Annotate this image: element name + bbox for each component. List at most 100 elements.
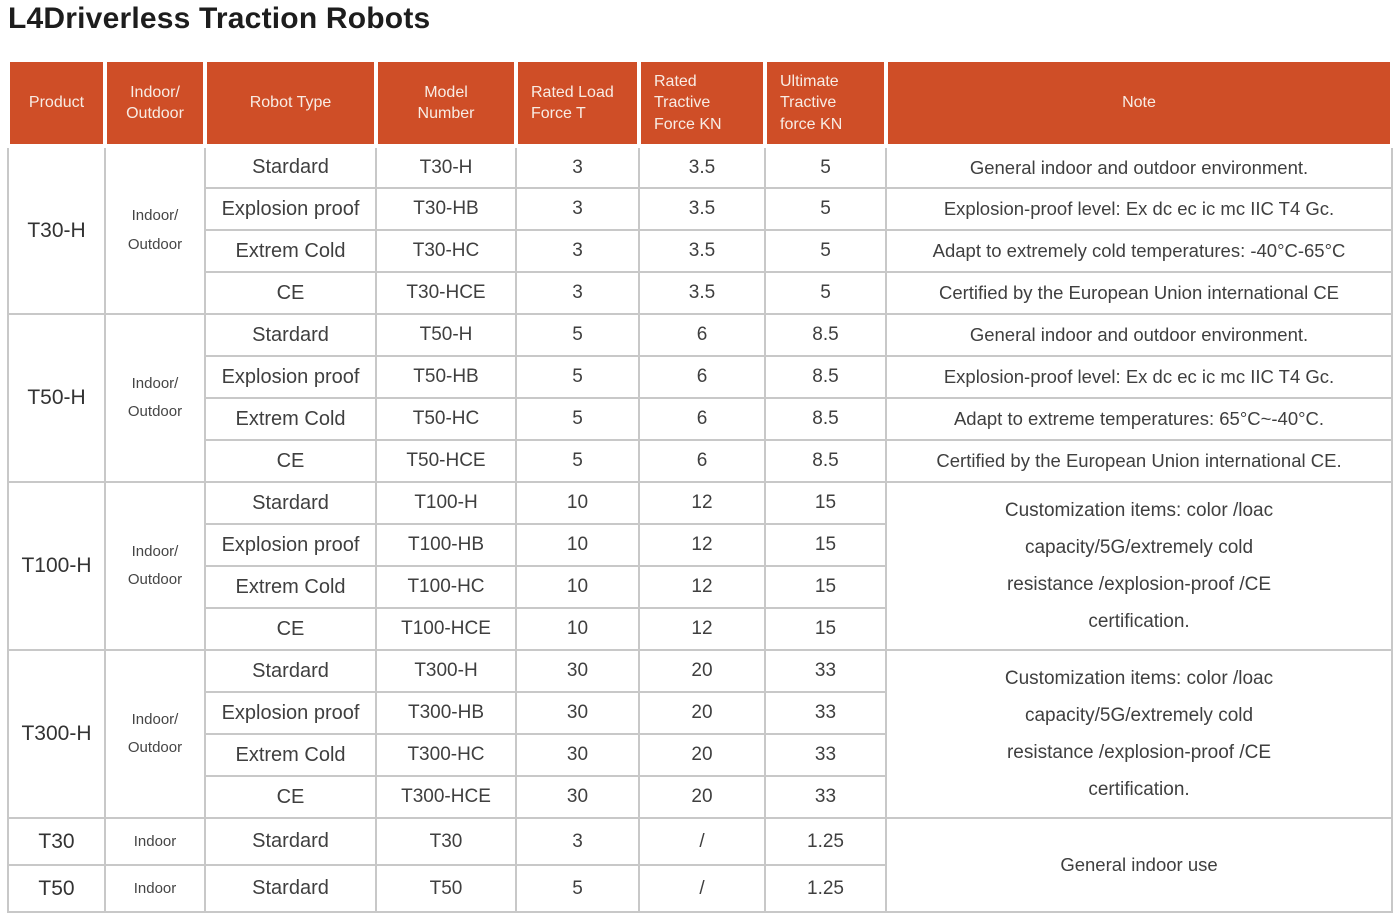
table-row: Extrem Cold T300-HC 30 20 33	[8, 733, 1392, 777]
note-cell: Adapt to extremely cold temperatures: -4…	[885, 229, 1393, 273]
table-row: Explosion proof T30-HB 3 3.5 5 Explosion…	[8, 187, 1393, 231]
robot-type-cell: CE	[204, 607, 377, 651]
robot-type-cell: Stardard	[204, 649, 377, 693]
product-cell: T300-H	[7, 649, 106, 819]
rated-tractive-cell: 12	[638, 607, 766, 651]
table-row: Extrem Cold T100-HC 10 12 15	[8, 565, 1392, 609]
col-header-indoor-outdoor: Indoor/ Outdoor	[103, 58, 207, 148]
rated-load-cell: 3	[515, 229, 640, 273]
rated-load-cell: 5	[515, 355, 640, 399]
header-row: Product Indoor/ Outdoor Robot Type Model…	[6, 58, 1394, 148]
product-cell: T30	[7, 817, 106, 866]
robot-type-cell: CE	[204, 775, 377, 819]
rated-load-cell: 3	[515, 187, 640, 231]
rated-load-cell: 3	[515, 271, 640, 315]
table-row: Extrem Cold T50-HC 5 6 8.5 Adapt to extr…	[8, 397, 1393, 441]
model-cell: T50-HC	[375, 397, 517, 441]
rated-tractive-cell: 12	[638, 481, 766, 525]
ultimate-tractive-cell: 33	[764, 733, 887, 777]
note-cell: General indoor and outdoor environment.	[885, 313, 1393, 357]
model-cell: T50-H	[375, 313, 517, 357]
rated-tractive-cell: 12	[638, 523, 766, 567]
table-row: T50 Indoor Stardard T50 5 / 1.25	[7, 864, 1392, 913]
table-row: Explosion proof T300-HB 30 20 33	[8, 691, 1392, 735]
traction-robots-spec-table: Product Indoor/ Outdoor Robot Type Model…	[6, 58, 1394, 913]
group-note-cell: Customization items: color /loac capacit…	[885, 649, 1393, 819]
ultimate-tractive-cell: 8.5	[764, 439, 887, 483]
environment-cell: Indoor/ Outdoor	[104, 145, 206, 315]
robot-type-cell: Stardard	[204, 864, 377, 913]
robot-type-cell: CE	[204, 439, 377, 483]
rated-tractive-cell: 3.5	[638, 145, 766, 189]
table-row: CE T100-HCE 10 12 15	[8, 607, 1392, 651]
ultimate-tractive-cell: 8.5	[764, 313, 887, 357]
environment-cell: Indoor/ Outdoor	[104, 313, 206, 483]
ultimate-tractive-cell: 1.25	[764, 817, 887, 866]
rated-load-cell: 3	[515, 145, 640, 189]
robot-type-cell: Stardard	[204, 313, 377, 357]
product-cell: T50	[7, 864, 106, 913]
note-cell: Certified by the European Union internat…	[885, 271, 1393, 315]
robot-type-cell: Extrem Cold	[204, 229, 377, 273]
environment-cell: Indoor	[104, 864, 206, 913]
col-header-robot-type: Robot Type	[203, 58, 378, 148]
note-cell: Certified by the European Union internat…	[885, 439, 1393, 483]
note-cell: Explosion-proof level: Ex dc ec ic mc II…	[885, 187, 1393, 231]
group-note-cell: Customization items: color /loac capacit…	[885, 481, 1393, 651]
rated-load-cell: 30	[515, 775, 640, 819]
table-row: T30-H Indoor/ Outdoor Stardard T30-H 3 3…	[7, 145, 1393, 315]
rated-tractive-cell: 3.5	[638, 271, 766, 315]
environment-cell: Indoor/ Outdoor	[104, 481, 206, 651]
environment-cell: Indoor	[104, 817, 206, 866]
rated-tractive-cell: 20	[638, 691, 766, 735]
table-row: T300-H Indoor/ Outdoor Stardard T300-H 3…	[7, 649, 1393, 819]
rated-load-cell: 3	[515, 817, 640, 866]
table-row: T30 Indoor Stardard T30 3 / 1.25 General…	[7, 817, 1393, 913]
table-row: T100-H Indoor/ Outdoor Stardard T100-H 1…	[7, 481, 1393, 651]
robot-type-cell: Explosion proof	[204, 523, 377, 567]
ultimate-tractive-cell: 8.5	[764, 397, 887, 441]
ultimate-tractive-cell: 5	[764, 271, 887, 315]
col-header-product: Product	[6, 58, 107, 148]
robot-type-cell: Explosion proof	[204, 187, 377, 231]
environment-cell: Indoor/ Outdoor	[104, 649, 206, 819]
rated-load-cell: 30	[515, 691, 640, 735]
ultimate-tractive-cell: 1.25	[764, 864, 887, 913]
page-title: L4Driverless Traction Robots	[8, 2, 431, 35]
model-cell: T50	[375, 864, 517, 913]
robot-type-cell: Extrem Cold	[204, 733, 377, 777]
rated-load-cell: 10	[515, 523, 640, 567]
rated-load-cell: 30	[515, 649, 640, 693]
model-cell: T100-HB	[375, 523, 517, 567]
table-row: CE T50-HCE 5 6 8.5 Certified by the Euro…	[8, 439, 1393, 483]
rated-load-cell: 5	[515, 397, 640, 441]
rated-load-cell: 5	[515, 439, 640, 483]
ultimate-tractive-cell: 33	[764, 775, 887, 819]
rated-tractive-cell: 20	[638, 733, 766, 777]
rated-tractive-cell: /	[638, 864, 766, 913]
rated-tractive-cell: 20	[638, 649, 766, 693]
table-row: Explosion proof T100-HB 10 12 15	[8, 523, 1392, 567]
robot-type-cell: Extrem Cold	[204, 565, 377, 609]
product-cell: T30-H	[7, 145, 106, 315]
model-cell: T100-H	[375, 481, 517, 525]
rated-tractive-cell: 6	[638, 397, 766, 441]
rated-tractive-cell: 3.5	[638, 187, 766, 231]
rated-load-cell: 10	[515, 481, 640, 525]
col-header-note: Note	[884, 58, 1394, 148]
robot-type-cell: Explosion proof	[204, 691, 377, 735]
model-cell: T100-HCE	[375, 607, 517, 651]
rated-tractive-cell: 6	[638, 355, 766, 399]
note-cell: Adapt to extreme temperatures: 65°C~-40°…	[885, 397, 1393, 441]
table-row: CE T30-HCE 3 3.5 5 Certified by the Euro…	[8, 271, 1393, 315]
robot-type-cell: CE	[204, 271, 377, 315]
rated-load-cell: 5	[515, 313, 640, 357]
ultimate-tractive-cell: 5	[764, 145, 887, 189]
ultimate-tractive-cell: 33	[764, 691, 887, 735]
rated-load-cell: 10	[515, 607, 640, 651]
ultimate-tractive-cell: 15	[764, 607, 887, 651]
model-cell: T30	[375, 817, 517, 866]
product-cell: T100-H	[7, 481, 106, 651]
ultimate-tractive-cell: 5	[764, 229, 887, 273]
